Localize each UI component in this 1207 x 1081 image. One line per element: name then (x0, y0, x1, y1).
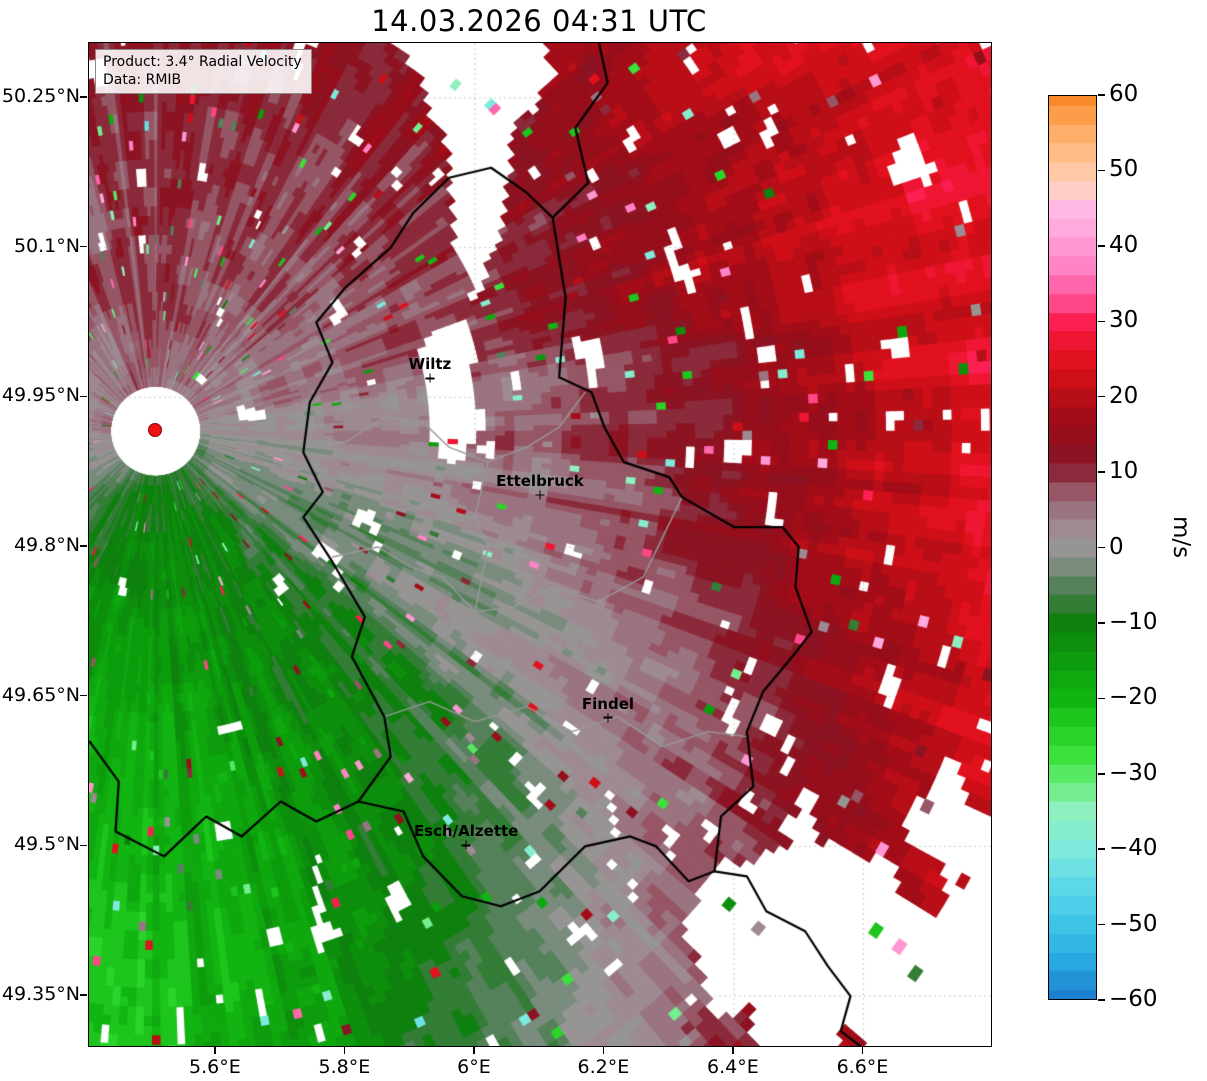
y-axis-tick-label: 49.8°N (13, 533, 80, 556)
colorbar-tick (1098, 773, 1105, 775)
x-axis-tick (473, 1047, 475, 1054)
data-source-label: Data: RMIB (103, 72, 182, 89)
colorbar-tick (1098, 546, 1105, 549)
colorbar-tick-label: 20 (1109, 382, 1139, 409)
colorbar-tick (1098, 94, 1105, 96)
colorbar-tick-label: 50 (1109, 156, 1139, 183)
radar-site-marker (147, 423, 162, 438)
y-axis-tick-label: 49.65°N (1, 683, 80, 706)
city-label: Wiltz (408, 355, 452, 374)
colorbar-tick (1098, 923, 1105, 926)
colorbar-gradient-canvas (1049, 96, 1096, 999)
y-axis-tick-label: 50.1°N (13, 234, 80, 257)
city-label: Findel (581, 694, 635, 713)
colorbar-tick (1098, 622, 1105, 624)
product-info-box: Product: 3.4° Radial Velocity Data: RMIB (95, 49, 312, 95)
y-axis-tick (80, 694, 87, 697)
y-axis-tick (80, 245, 87, 248)
colorbar-tick-label: −50 (1109, 910, 1158, 937)
y-axis-tick-label: 49.95°N (1, 384, 80, 407)
y-axis-tick-label: 50.25°N (1, 84, 80, 107)
colorbar-tick-label: −30 (1109, 759, 1158, 786)
radar-velocity-map-canvas (89, 43, 991, 1046)
city-label: Ettelbruck (496, 472, 584, 491)
x-axis-tick (861, 1047, 864, 1054)
radar-map-plot: Product: 3.4° Radial Velocity Data: RMIB (88, 42, 992, 1047)
colorbar-tick (1098, 697, 1105, 700)
x-axis-tick-label: 6°E (457, 1056, 491, 1078)
colorbar-tick-label: −40 (1109, 835, 1158, 862)
colorbar-tick-label: −10 (1109, 608, 1158, 635)
colorbar-tick (1098, 999, 1105, 1001)
y-axis-tick (80, 395, 87, 398)
y-axis-tick (80, 96, 87, 98)
x-axis-tick (343, 1047, 346, 1054)
y-axis-tick-label: 49.5°N (13, 833, 80, 856)
colorbar-tick (1098, 471, 1105, 473)
city-marker (535, 490, 545, 500)
y-axis-tick (80, 994, 87, 996)
colorbar-tick (1098, 245, 1105, 247)
x-axis-tick-label: 6.2°E (577, 1056, 630, 1078)
x-axis-tick (602, 1047, 605, 1054)
x-axis-tick-label: 6.6°E (836, 1056, 889, 1078)
colorbar-unit-label: m/s (1168, 516, 1194, 559)
colorbar-tick-label: 10 (1109, 458, 1139, 485)
colorbar-tick-label: −60 (1109, 986, 1158, 1012)
product-label: Product: 3.4° Radial Velocity (103, 54, 302, 70)
x-axis-tick-label: 5.8°E (318, 1056, 371, 1078)
city-marker (425, 373, 435, 383)
x-axis-tick (732, 1047, 734, 1054)
colorbar-tick (1098, 395, 1105, 398)
colorbar-tick-label: −20 (1109, 684, 1158, 711)
colorbar-tick-label: 60 (1109, 81, 1139, 107)
colorbar-tick-label: 40 (1109, 231, 1139, 258)
colorbar-tick (1098, 169, 1105, 172)
colorbar-tick-label: 30 (1109, 307, 1139, 334)
city-marker (603, 713, 613, 723)
x-axis-tick-label: 6.4°E (707, 1056, 759, 1078)
colorbar-tick (1098, 848, 1105, 850)
colorbar (1048, 95, 1097, 1000)
y-axis-tick (80, 844, 87, 847)
colorbar-tick (1098, 320, 1105, 322)
x-axis-tick (214, 1047, 216, 1054)
y-axis-tick (80, 545, 87, 547)
x-axis-tick-label: 5.6°E (189, 1056, 241, 1078)
city-marker (461, 840, 471, 850)
colorbar-tick-label: 0 (1109, 533, 1124, 560)
chart-title: 14.03.2026 04:31 UTC (371, 4, 707, 38)
city-label: Esch/Alzette (413, 822, 519, 841)
y-axis-tick-label: 49.35°N (1, 983, 80, 1006)
